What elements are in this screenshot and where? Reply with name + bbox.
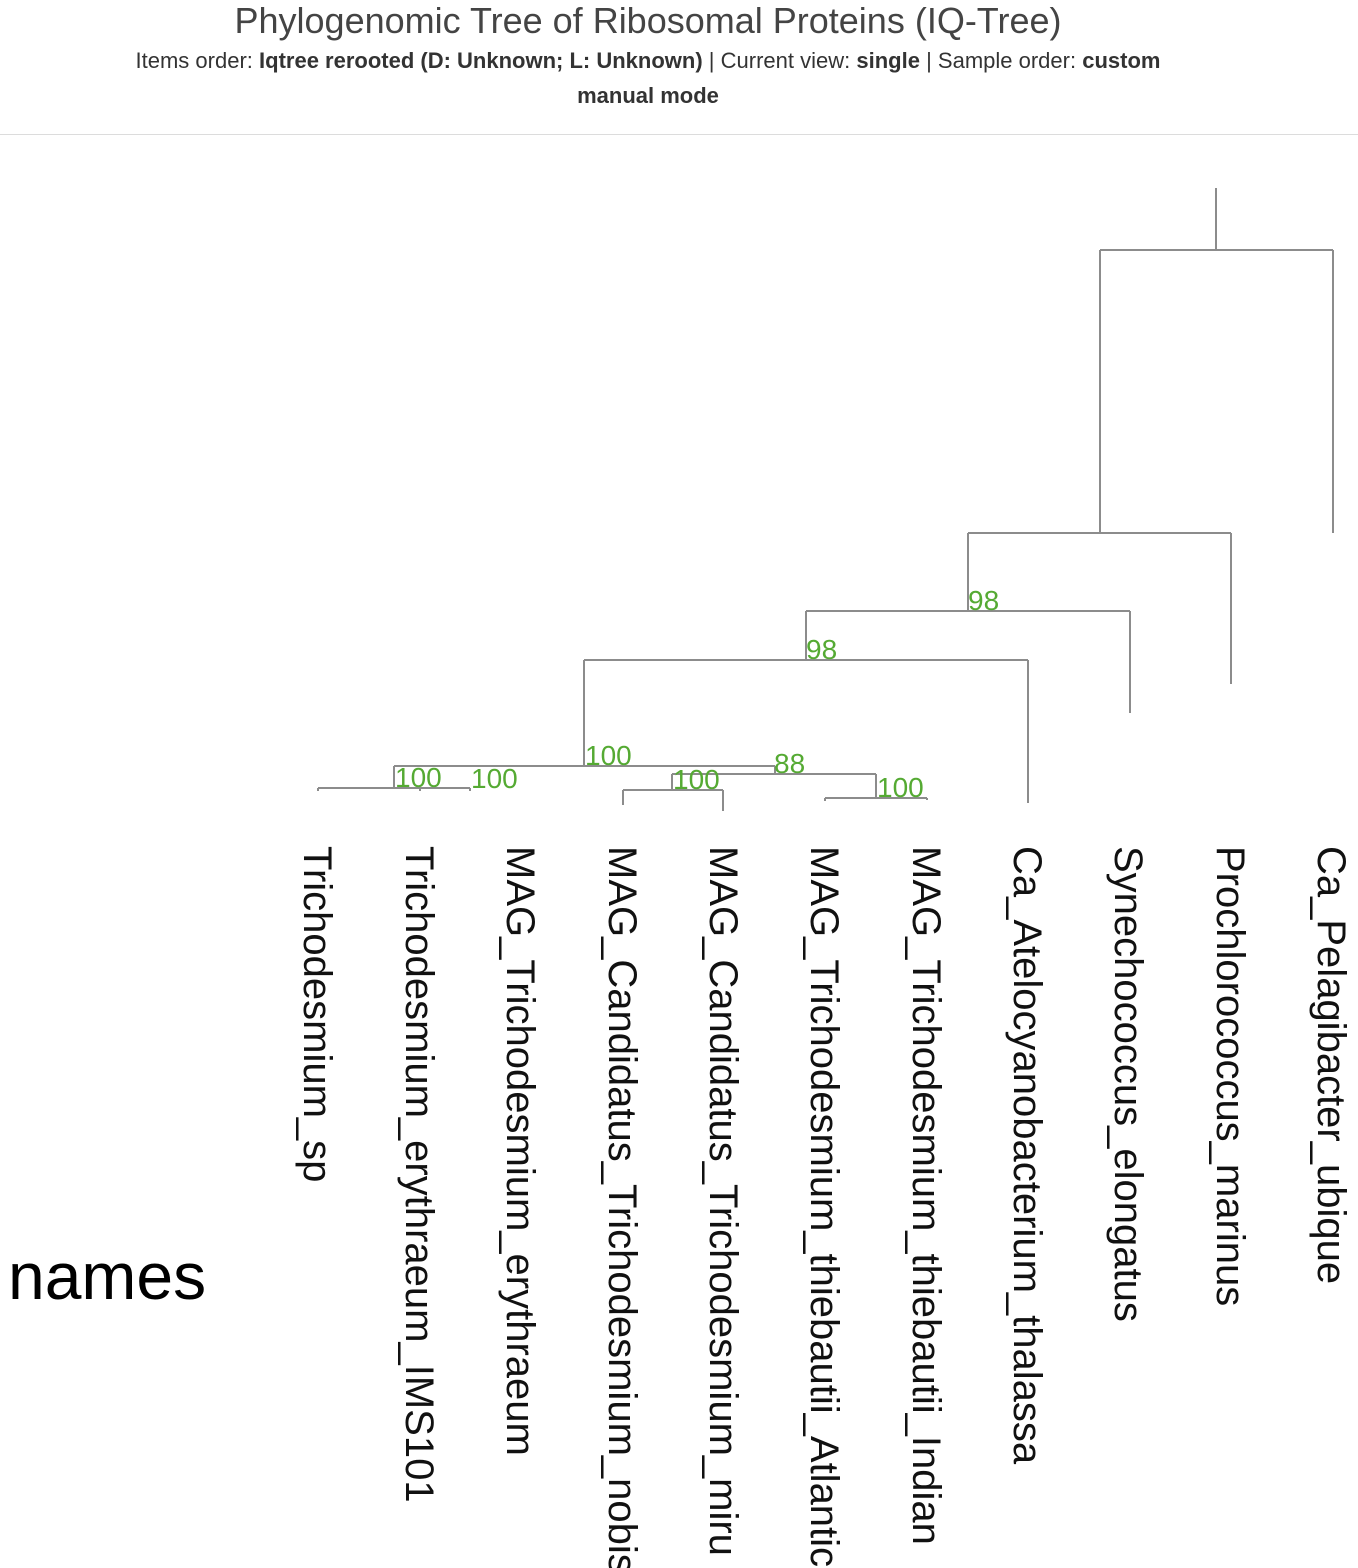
separator: | [926,48,932,73]
current-view-value: single [856,48,920,73]
support-value: 98 [806,634,837,665]
mode-indicator: manual mode [577,83,719,108]
separator: | [708,48,715,73]
leaf-label[interactable]: Ca_Pelagibacter_ubique [1309,846,1353,1284]
leaf-label[interactable]: MAG_Trichodesmium_erythraeum [498,846,542,1456]
support-value: 100 [395,762,442,793]
order-info: Items order: Iqtree rerooted (D: Unknown… [60,46,1236,76]
page-title: Phylogenomic Tree of Ribosomal Proteins … [234,0,1062,41]
leaf-label[interactable]: Trichodesmium_erythraeum_IMS101 [397,846,441,1503]
header: Phylogenomic Tree of Ribosomal Proteins … [0,0,1358,135]
leaf-label[interactable]: MAG_Candidatus_Trichodesmium_nobis [600,846,644,1568]
leaf-label[interactable]: Prochlorococcus_marinus [1208,846,1252,1306]
support-value: 100 [585,740,632,771]
support-value: 100 [877,772,924,803]
support-value: 100 [673,764,720,795]
support-values: 98 98 100 88 100 100 100 100 [395,585,999,803]
leaf-label[interactable]: MAG_Trichodesmium_thiebautii_Indian [904,846,948,1545]
support-value: 88 [774,748,805,779]
support-value: 100 [471,763,518,794]
items-order-label: Items order: [135,48,253,73]
layer-name-label: names [8,1239,207,1313]
leaf-label[interactable]: MAG_Candidatus_Trichodesmium_miru [701,846,745,1556]
sample-order-label: Sample order: [937,48,1077,73]
leaf-label[interactable]: Trichodesmium_sp [295,846,339,1182]
leaf-labels: Trichodesmium_sp Trichodesmium_erythraeu… [295,846,1353,1568]
support-value: 98 [968,585,999,616]
leaf-label[interactable]: Synechococcus_elongatus [1106,846,1150,1322]
tree-branches [317,188,1334,811]
leaf-label[interactable]: MAG_Trichodesmium_thiebautii_Atlantic [802,846,846,1567]
current-view-label: Current view: [720,48,851,73]
sample-order-value: custom [1082,48,1161,73]
items-order-value: Iqtree rerooted (D: Unknown; L: Unknown) [259,48,703,73]
leaf-label[interactable]: Ca_Atelocyanobacterium_thalassa [1005,846,1049,1465]
